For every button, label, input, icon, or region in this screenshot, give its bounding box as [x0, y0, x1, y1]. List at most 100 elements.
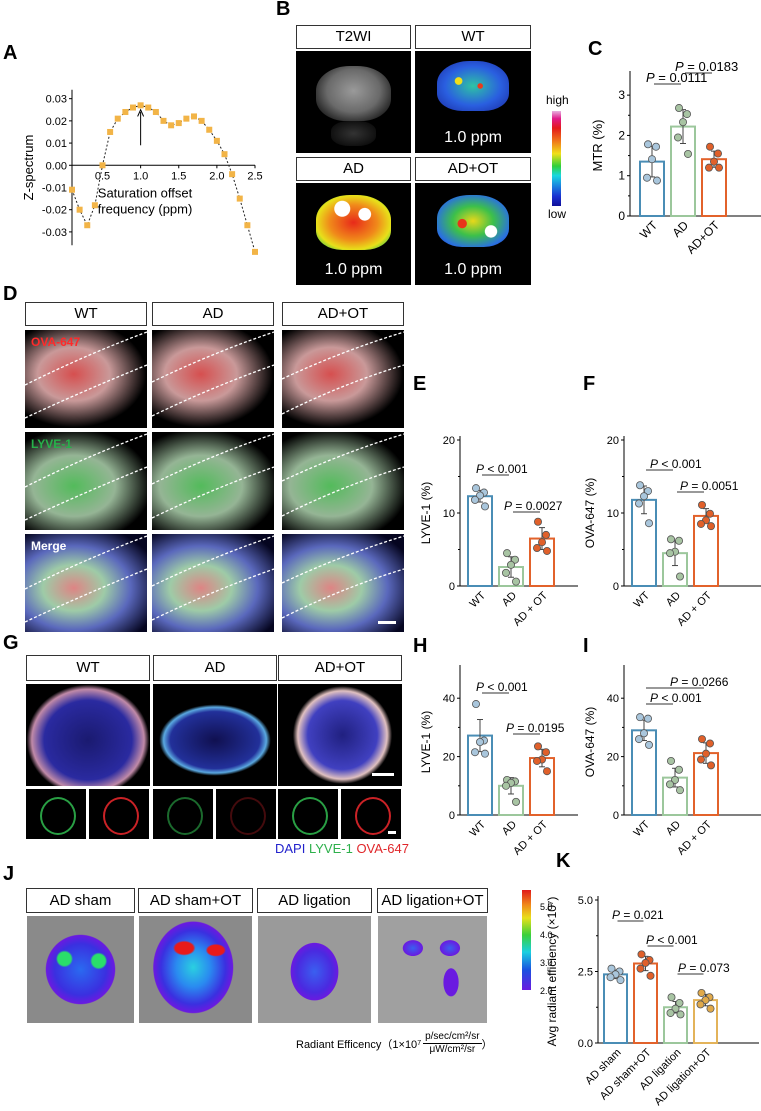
svg-text:1: 1 [618, 169, 625, 183]
header-ad-ligation: AD ligation [257, 888, 372, 913]
svg-text:OVA-647 (%): OVA-647 (%) [583, 707, 597, 777]
svg-text:-0.01: -0.01 [42, 182, 67, 194]
micrograph-ova-647-wt: OVA-647 [25, 330, 147, 428]
svg-text:frequency (ppm): frequency (ppm) [98, 201, 193, 216]
header-ad-ot: AD+OT [282, 302, 404, 326]
svg-text:P = 0.0027: P = 0.0027 [504, 499, 563, 513]
svg-text:-0.03: -0.03 [42, 227, 67, 239]
svg-text:AD: AD [500, 590, 519, 609]
svg-text:40: 40 [443, 693, 455, 705]
svg-text:P = 0.0195: P = 0.0195 [506, 721, 565, 735]
caption-suffix: ） [481, 1038, 493, 1051]
lymph-node-merge-wt [26, 684, 150, 786]
lymph-node-merge-ad [153, 684, 277, 786]
header-ad-ligation-ot: AD ligation+OT [377, 888, 488, 913]
svg-text:P < 0.001: P < 0.001 [650, 457, 702, 471]
micrograph-merge-wt: Merge [25, 534, 147, 632]
svg-text:WT: WT [632, 818, 653, 839]
svg-text:P = 0.021: P = 0.021 [612, 908, 664, 922]
panel-label-g: G [3, 632, 19, 654]
mri-image-t2wi [296, 51, 411, 153]
svg-text:40: 40 [607, 693, 619, 705]
svg-text:P < 0.001: P < 0.001 [650, 691, 702, 705]
svg-text:AD: AD [500, 819, 519, 838]
svg-text:AD: AD [664, 590, 683, 609]
svg-text:P < 0.001: P < 0.001 [646, 933, 698, 947]
channel-legend: DAPI LYVE-1 OVA-647 [275, 841, 409, 856]
ppm-label: 1.0 ppm [324, 261, 383, 278]
svg-text:0: 0 [613, 810, 619, 822]
svg-text:P = 0.0183: P = 0.0183 [675, 59, 738, 74]
svg-text:0.00: 0.00 [46, 160, 67, 172]
tick-5: 5.0 [540, 902, 553, 912]
svg-text:0: 0 [449, 810, 455, 822]
svg-text:AD + OT: AD + OT [675, 589, 714, 628]
panel-label-e: E [413, 373, 427, 395]
ova647-channel-ad [216, 789, 276, 839]
header-wt: WT [415, 25, 531, 49]
panel-label-f: F [583, 373, 596, 395]
panel-label-h: H [413, 635, 428, 657]
header-t2wi: T2WI [296, 25, 411, 49]
svg-text:P < 0.001: P < 0.001 [476, 680, 528, 694]
panel-label-a: A [3, 42, 18, 64]
svg-text:5.0: 5.0 [578, 895, 593, 907]
svg-text:3: 3 [618, 88, 625, 102]
lyve1-channel-ad [153, 789, 213, 839]
lymph-node-merge-ad-ot [278, 684, 402, 786]
svg-text:0: 0 [613, 581, 619, 593]
radiant-efficiency-caption: Radiant Efficency（1×10 7 p/sec/cm²/sr μW/… [296, 1031, 493, 1056]
svg-text:0: 0 [618, 209, 625, 223]
svg-text:P = 0.0111: P = 0.0111 [646, 70, 707, 85]
svg-text:2.0: 2.0 [209, 170, 224, 182]
ova647-channel-wt [89, 789, 149, 839]
svg-text:P = 0.0051: P = 0.0051 [680, 479, 739, 493]
svg-text:Avg radiant efficiency (×10⁷): Avg radiant efficiency (×10⁷) [545, 897, 559, 1047]
svg-text:0.02: 0.02 [46, 116, 67, 128]
micrograph-merge-ad-ot [282, 534, 404, 632]
svg-text:10: 10 [607, 508, 619, 520]
scale-bar [388, 831, 396, 834]
tick-4: 4.0 [540, 930, 553, 940]
micrograph-lyve-1-ad [152, 432, 274, 530]
svg-text:AD: AD [669, 218, 691, 240]
header-ad-ot: AD+OT [415, 157, 531, 181]
caption-numerator: p/sec/cm²/sr [423, 1031, 482, 1044]
colorbar-high-label: high [546, 93, 569, 107]
micrograph-lyve-1-wt: LYVE-1 [25, 432, 147, 530]
caption-prefix: Radiant Efficency（1×10 [296, 1038, 418, 1051]
header-ad-sham-ot: AD sham+OT [138, 888, 253, 913]
cest-map-ad: 1.0 ppm [296, 183, 411, 285]
svg-text:WT: WT [468, 818, 489, 839]
channel-label: Merge [31, 539, 67, 553]
caption-exponent: 7 [417, 1040, 422, 1047]
svg-text:0.5: 0.5 [95, 170, 110, 182]
svg-text:20: 20 [607, 752, 619, 764]
header-ad-ot: AD+OT [278, 655, 402, 681]
svg-text:AD + OT: AD + OT [511, 818, 550, 857]
svg-text:MTR (%): MTR (%) [590, 120, 605, 172]
svg-text:20: 20 [443, 435, 455, 447]
ivis-image-ad-sham-ot [139, 916, 252, 1023]
ivis-image-ad-sham [27, 916, 134, 1023]
svg-text:WT: WT [637, 218, 661, 242]
tick-3: 3.0 [540, 958, 553, 968]
cest-map-wt: 1.0 ppm [415, 51, 531, 153]
panel-label-d: D [3, 283, 18, 305]
cest-map-ad-ot: 1.0 ppm [415, 183, 531, 285]
svg-text:WT: WT [468, 589, 489, 610]
colorbar [552, 111, 561, 206]
ivis-image-ad-ligation-ot [378, 916, 487, 1023]
ppm-label: 1.0 ppm [444, 129, 502, 146]
svg-text:OVA-647 (%): OVA-647 (%) [583, 478, 597, 548]
caption-denominator: μW/cm²/sr [429, 1044, 476, 1055]
channel-label: LYVE-1 [31, 437, 72, 451]
svg-text:0.01: 0.01 [46, 138, 67, 150]
svg-text:WT: WT [632, 589, 653, 610]
svg-text:P = 0.073: P = 0.073 [678, 961, 730, 975]
